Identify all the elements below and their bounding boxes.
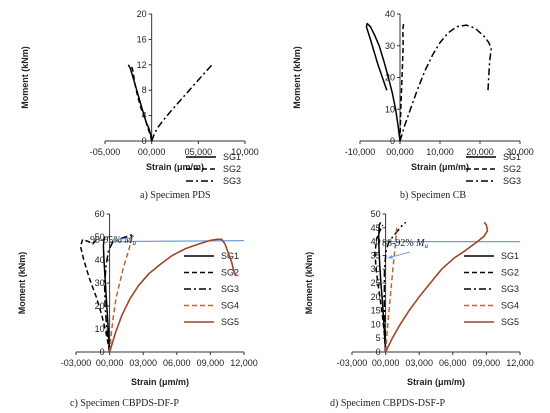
y-tick-label: 40 (371, 237, 381, 247)
y-tick-label: 16 (137, 34, 147, 44)
legend-label-sg2: SG2 (223, 164, 241, 174)
series-line-sg3 (103, 233, 133, 353)
series-line-sg3 (399, 24, 492, 142)
y-tick-label: 10 (371, 319, 381, 329)
series-line-sg4 (384, 227, 398, 353)
legend-label-sg4: SG4 (221, 301, 239, 311)
y-tick-label: 45 (371, 223, 381, 233)
chart-panel-b: 0 10 20 30 40 -10,000 00,000 10,000 20,000 30,000… (292, 9, 534, 201)
y-tick-label: 5 (376, 333, 381, 343)
y-tick-label: 15 (371, 306, 381, 316)
y-tick-label: 0 (142, 136, 147, 146)
x-tick-label: 12,000 (506, 358, 534, 368)
x-tick-label: 05,000 (185, 147, 213, 157)
legend-label-sg3: SG3 (501, 284, 519, 294)
x-axis-label: Strain (μm/m) (131, 377, 189, 387)
legend-label-sg5: SG5 (501, 317, 519, 327)
x-tick-label: 06,000 (439, 358, 467, 368)
legend-label-sg2: SG2 (503, 164, 521, 174)
legend-label-sg2: SG2 (221, 268, 239, 278)
series-line-sg1 (365, 22, 401, 142)
annotation-arrowhead (112, 237, 117, 242)
y-tick-label: 30 (95, 278, 105, 288)
x-tick-label: 03,000 (405, 358, 433, 368)
series-line-sg2 (130, 64, 153, 142)
annotation-label: 88-92% Mu (382, 238, 429, 250)
series-line-sg5 (384, 221, 489, 353)
y-tick-label: 60 (95, 209, 105, 219)
y-tick-label: 40 (95, 255, 105, 265)
y-tick-label: 20 (137, 9, 147, 19)
y-tick-label: 8 (142, 85, 147, 95)
y-axis-label: Moment (kNm) (292, 46, 302, 109)
y-axis-label: Moment (kNm) (20, 46, 30, 109)
y-tick-label: 0 (390, 136, 395, 146)
x-tick-label: -03,000 (61, 358, 92, 368)
y-tick-label: 40 (385, 9, 395, 19)
x-tick-label: 30,000 (506, 147, 534, 157)
x-tick-label: 03,000 (129, 358, 157, 368)
y-tick-label: 10 (385, 104, 395, 114)
x-tick-label: 00,000 (138, 147, 166, 157)
x-axis-label: Strain (μm/m) (407, 377, 465, 387)
legend-label-sg4: SG4 (501, 301, 519, 311)
y-tick-label: 20 (95, 301, 105, 311)
series-line-sg2 (374, 224, 387, 353)
annotation-arrowhead (388, 254, 393, 259)
legend-label-sg3: SG3 (223, 176, 241, 186)
x-tick-label: -03,000 (337, 358, 368, 368)
y-axis-label: Moment (kNm) (17, 252, 27, 315)
x-axis-label: Strain (μm/m) (146, 162, 204, 172)
panel-caption: d) Specimen CBPDS-DSF-P (330, 398, 445, 409)
y-tick-label: 0 (100, 347, 105, 357)
chart-panel-c: 0 10 20 30 40 50 60 -03,000 00,000 03,000 06,000 09… (17, 209, 258, 409)
y-tick-label: 20 (371, 292, 381, 302)
legend-label-sg1: SG1 (223, 152, 241, 162)
panel-caption: b) Specimen CB (400, 190, 466, 201)
legend-label-sg5: SG5 (221, 317, 239, 327)
y-tick-label: 12 (137, 60, 147, 70)
annotation-label: 90-95% Mu (90, 235, 137, 247)
y-tick-label: 50 (95, 232, 105, 242)
legend-label-sg3: SG3 (221, 284, 239, 294)
panel-caption: a) Specimen PDS (140, 190, 211, 201)
x-tick-label: 20,000 (466, 147, 494, 157)
x-tick-label: -05,000 (90, 147, 121, 157)
series-line-sg5 (108, 238, 237, 353)
legend-label-sg1: SG1 (503, 152, 521, 162)
y-axis-label: Moment (kNm) (304, 252, 314, 315)
x-tick-label: -10,000 (345, 147, 376, 157)
series-line-sg4 (108, 233, 134, 353)
y-tick-label: 20 (385, 73, 395, 83)
y-tick-label: 30 (385, 41, 395, 51)
legend-label-sg1: SG1 (501, 251, 519, 261)
y-tick-label: 10 (95, 324, 105, 334)
x-tick-label: 09,000 (473, 358, 501, 368)
x-tick-label: 00,000 (386, 147, 414, 157)
x-tick-label: 10,000 (426, 147, 454, 157)
y-tick-label: 25 (371, 278, 381, 288)
series-line-sg3 (383, 221, 407, 353)
x-tick-label: 00,000 (96, 358, 124, 368)
x-tick-label: 10,000 (231, 147, 259, 157)
panel-caption: c) Specimen CBPDS-DF-P (70, 398, 179, 409)
x-tick-label: 00,000 (372, 358, 400, 368)
x-axis-label: Strain (μm/m) (411, 162, 469, 172)
legend-label-sg3: SG3 (503, 176, 521, 186)
series-line-sg2 (79, 238, 111, 353)
reference-line (109, 240, 245, 243)
x-tick-label: 12,000 (230, 358, 258, 368)
x-tick-label: 09,000 (197, 358, 225, 368)
y-tick-label: 50 (371, 209, 381, 219)
series-line-sg1 (102, 236, 111, 353)
series-line-sg3 (150, 62, 214, 142)
x-tick-label: 06,000 (163, 358, 191, 368)
legend-label-sg2: SG2 (501, 268, 519, 278)
series-line-sg2 (399, 23, 405, 142)
y-tick-label: 0 (376, 347, 381, 357)
